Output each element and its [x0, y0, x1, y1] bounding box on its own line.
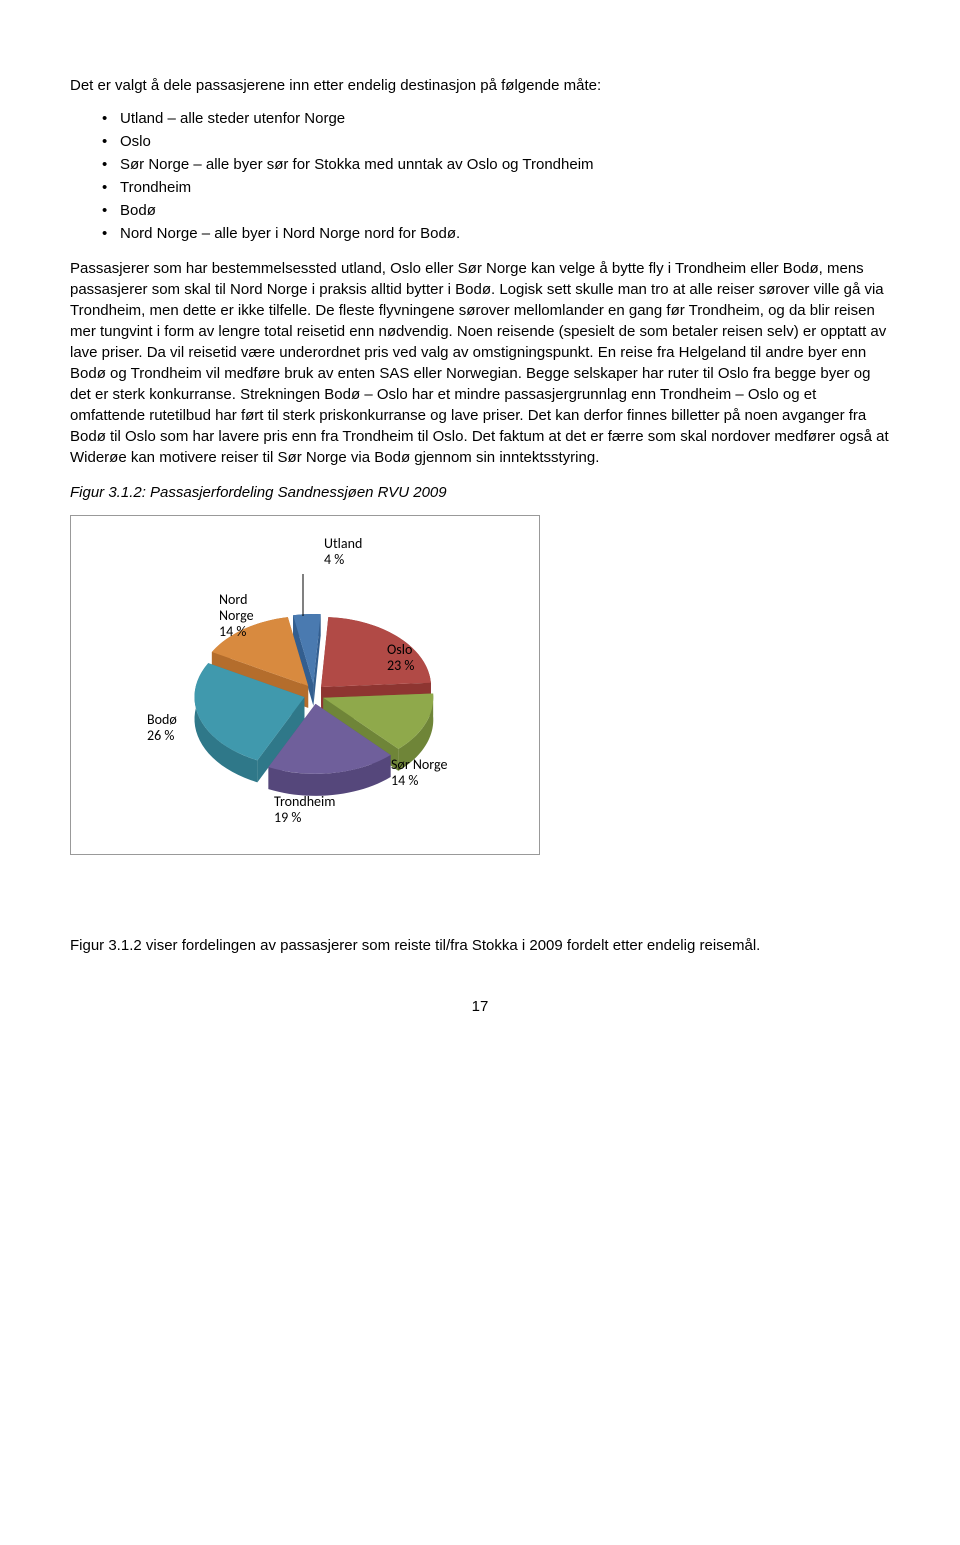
- pie-label: 19 %: [274, 809, 301, 826]
- pie-label: 4 %: [324, 551, 344, 568]
- list-item: Oslo: [102, 131, 890, 152]
- list-item: Sør Norge – alle byer sør for Stokka med…: [102, 154, 890, 175]
- list-item: Nord Norge – alle byer i Nord Norge nord…: [102, 223, 890, 244]
- list-item: Utland – alle steder utenfor Norge: [102, 108, 890, 129]
- pie-label: Utland: [324, 535, 362, 552]
- pie-label: Oslo: [387, 641, 412, 658]
- page-number: 17: [70, 996, 890, 1017]
- pie-label: 14 %: [219, 623, 246, 640]
- pie-slice: [321, 617, 431, 687]
- closing-paragraph: Figur 3.1.2 viser fordelingen av passasj…: [70, 935, 890, 956]
- pie-label: Nord: [219, 591, 247, 608]
- figure-caption: Figur 3.1.2: Passasjerfordeling Sandness…: [70, 482, 890, 503]
- pie-label: Trondheim: [274, 793, 335, 810]
- pie-label: Norge: [219, 607, 254, 624]
- body-paragraph: Passasjerer som har bestemmelsessted utl…: [70, 258, 890, 468]
- pie-label: 14 %: [391, 772, 418, 789]
- destination-list: Utland – alle steder utenfor Norge Oslo …: [70, 108, 890, 244]
- intro-text: Det er valgt å dele passasjerene inn ett…: [70, 75, 890, 96]
- pie-chart-container: Utland4 %Oslo23 %Sør Norge14 %Trondheim1…: [70, 515, 540, 855]
- list-item: Bodø: [102, 200, 890, 221]
- pie-label: 23 %: [387, 657, 414, 674]
- pie-label: Bodø: [147, 711, 177, 728]
- pie-label: 26 %: [147, 727, 174, 744]
- pie-label: Sør Norge: [391, 756, 447, 773]
- list-item: Trondheim: [102, 177, 890, 198]
- pie-chart: Utland4 %Oslo23 %Sør Norge14 %Trondheim1…: [89, 534, 523, 834]
